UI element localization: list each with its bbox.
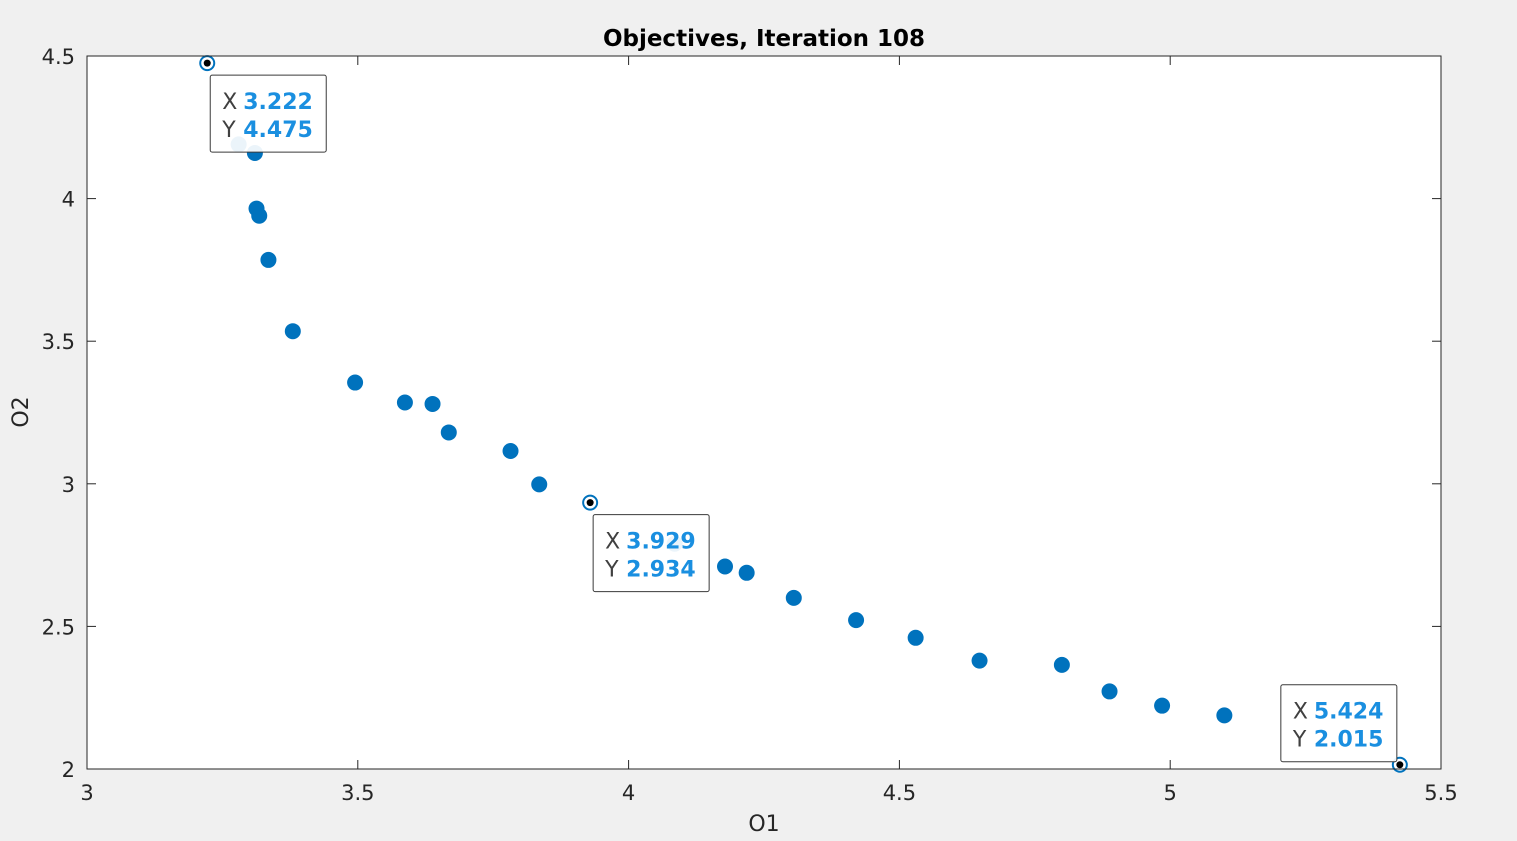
datatip-x-key: X	[605, 530, 620, 555]
y-axis-label: O2	[9, 396, 34, 427]
data-point[interactable]	[971, 652, 988, 669]
plot-area	[87, 56, 1441, 769]
x-tick-label: 5.5	[1424, 781, 1457, 805]
datatip-y-key: Y	[604, 558, 619, 583]
data-point[interactable]	[1101, 683, 1118, 700]
data-points[interactable]	[199, 55, 1408, 773]
y-tick-label: 3.5	[42, 330, 75, 354]
data-point[interactable]	[347, 374, 364, 391]
plot-area-border	[86, 55, 1442, 770]
data-point[interactable]	[738, 564, 755, 581]
data-point[interactable]	[717, 558, 734, 575]
x-tick-label: 3.5	[341, 781, 374, 805]
data-point[interactable]	[531, 476, 548, 493]
datatip[interactable]: X 3.222 Y 4.475	[209, 74, 327, 153]
tick-labels: 3 3.5 4 4.5 5 5.5 2 2.5 3 3.5 4 4.5	[42, 45, 1458, 805]
datatip-y-key: Y	[221, 118, 236, 143]
data-point[interactable]	[1216, 707, 1233, 724]
data-point-selected-dot	[203, 59, 211, 67]
data-point[interactable]	[396, 394, 413, 411]
data-point-selected-dot	[586, 499, 594, 507]
datatip-y-value: 2.934	[626, 558, 696, 583]
datatip-y-key: Y	[1292, 728, 1307, 753]
data-point[interactable]	[440, 424, 457, 441]
datatip[interactable]: X 3.929 Y 2.934	[592, 514, 710, 593]
x-tick-label: 4.5	[883, 781, 916, 805]
x-axis-label: O1	[748, 812, 779, 837]
datatip-x-value: 3.222	[243, 90, 313, 115]
datatip-y-value: 2.015	[1314, 728, 1384, 753]
data-point[interactable]	[1053, 656, 1070, 673]
chart-title: Objectives, Iteration 108	[603, 26, 925, 52]
data-point[interactable]	[848, 612, 865, 629]
y-tick-label: 3	[62, 473, 75, 497]
datatip[interactable]: X 5.424 Y 2.015	[1280, 684, 1398, 763]
data-point[interactable]	[907, 629, 924, 646]
datatip-box	[1280, 684, 1398, 763]
x-tick-label: 3	[80, 781, 93, 805]
datatip-box	[592, 514, 710, 593]
data-point[interactable]	[260, 251, 277, 268]
x-tick-label: 4	[622, 781, 635, 805]
data-point[interactable]	[424, 395, 441, 412]
y-tick-label: 4.5	[42, 45, 75, 69]
datatip-box	[209, 74, 327, 153]
data-point[interactable]	[1154, 697, 1171, 714]
datatip-x-key: X	[222, 90, 237, 115]
datatip-y-value: 4.475	[243, 118, 313, 143]
datatip-x-value: 3.929	[626, 530, 696, 555]
data-point-selected-dot	[1396, 761, 1404, 769]
x-tick-label: 5	[1164, 781, 1177, 805]
data-point[interactable]	[785, 589, 802, 606]
datatip-x-value: 5.424	[1314, 700, 1384, 725]
data-point[interactable]	[284, 323, 301, 340]
y-tick-label: 4	[62, 188, 75, 212]
data-point[interactable]	[251, 207, 268, 224]
datatip-x-key: X	[1293, 700, 1308, 725]
y-tick-label: 2	[62, 758, 75, 782]
y-tick-label: 2.5	[42, 615, 75, 639]
data-point[interactable]	[502, 443, 519, 460]
